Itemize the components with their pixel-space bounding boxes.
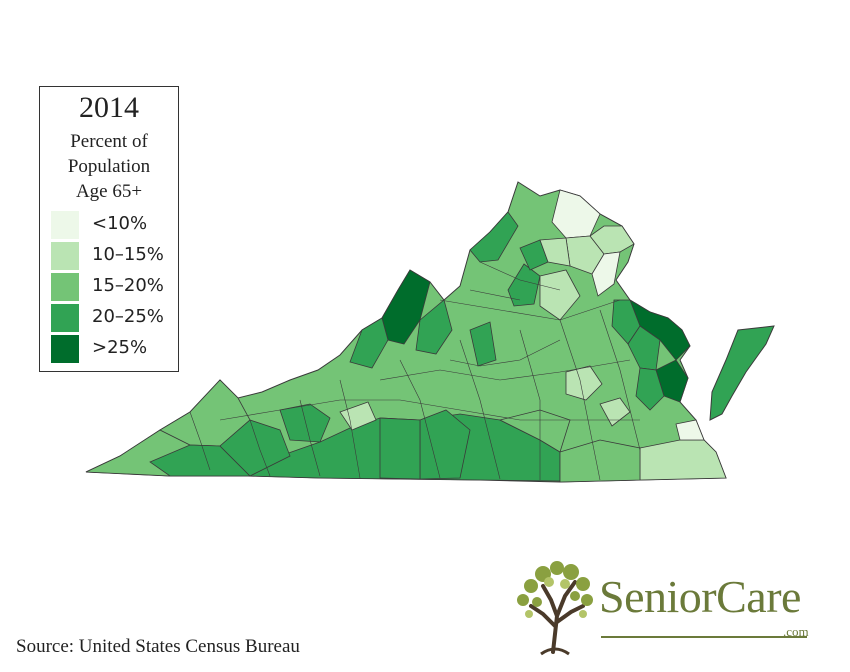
legend-swatch	[51, 211, 79, 239]
county-regions	[85, 189, 727, 483]
legend-label: <10%	[92, 213, 148, 234]
legend-swatch	[51, 273, 79, 301]
legend-label: 15–20%	[92, 275, 164, 296]
legend-subtitle: Percent of Population Age 65+	[40, 129, 178, 204]
legend-subtitle-line: Population	[67, 156, 151, 177]
legend-item: 15–20%	[51, 273, 176, 301]
legend-swatch	[51, 335, 79, 363]
legend-swatch	[51, 304, 79, 332]
legend-label: 20–25%	[92, 306, 164, 327]
logo-underline	[601, 636, 807, 638]
logo-wordmark: SeniorCare	[599, 571, 801, 622]
legend-swatch	[51, 242, 79, 270]
legend-item: >25%	[51, 335, 176, 363]
logo-suffix: .com	[783, 624, 809, 639]
legend-year: 2014	[79, 91, 139, 124]
legend-item: 20–25%	[51, 304, 176, 332]
source-caption: Source: United States Census Bureau	[16, 636, 300, 657]
legend-item: 10–15%	[51, 242, 176, 270]
legend-item: <10%	[51, 211, 176, 239]
legend-label: 10–15%	[92, 244, 164, 265]
legend-subtitle-line: Age 65+	[75, 181, 143, 202]
legend-subtitle-line: Percent of	[70, 131, 148, 152]
eastern-shore	[709, 325, 775, 421]
seniorcare-logo[interactable]: SeniorCare .com	[513, 556, 833, 656]
tree-icon	[517, 561, 593, 656]
map-legend: 2014 Percent of Population Age 65+ <10% …	[39, 86, 179, 372]
legend-label: >25%	[92, 337, 148, 358]
